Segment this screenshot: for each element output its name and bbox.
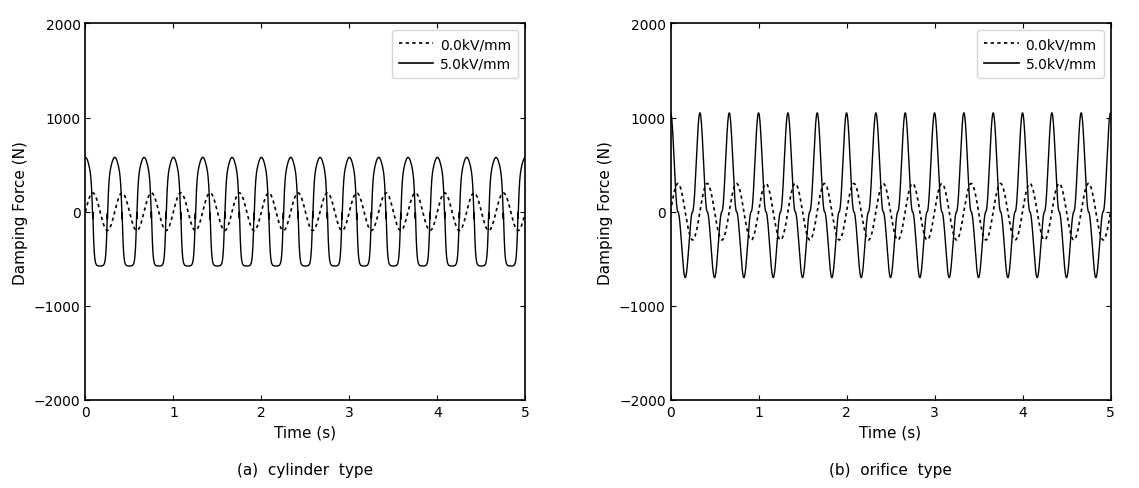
Legend: 0.0kV/mm, 5.0kV/mm: 0.0kV/mm, 5.0kV/mm <box>392 31 518 79</box>
Title: (b)  orifice  type: (b) orifice type <box>829 463 952 477</box>
X-axis label: Time (s): Time (s) <box>860 425 921 440</box>
X-axis label: Time (s): Time (s) <box>274 425 336 440</box>
Legend: 0.0kV/mm, 5.0kV/mm: 0.0kV/mm, 5.0kV/mm <box>977 31 1104 79</box>
Y-axis label: Damping Force (N): Damping Force (N) <box>14 141 28 284</box>
Title: (a)  cylinder  type: (a) cylinder type <box>237 463 374 477</box>
Y-axis label: Damping Force (N): Damping Force (N) <box>598 141 614 284</box>
